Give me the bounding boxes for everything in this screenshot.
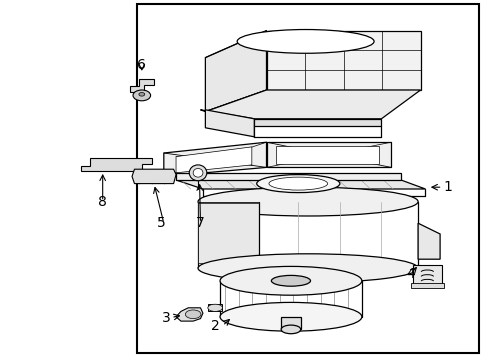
Polygon shape: [129, 79, 154, 92]
Ellipse shape: [281, 325, 300, 334]
Bar: [410, 283, 443, 288]
Ellipse shape: [198, 187, 417, 216]
Polygon shape: [163, 142, 266, 176]
Polygon shape: [132, 169, 176, 184]
Ellipse shape: [198, 254, 417, 283]
Polygon shape: [266, 31, 420, 90]
Ellipse shape: [189, 165, 206, 181]
Ellipse shape: [220, 266, 361, 295]
Polygon shape: [281, 317, 300, 329]
Polygon shape: [81, 158, 151, 171]
Polygon shape: [176, 147, 251, 173]
Polygon shape: [176, 173, 400, 180]
Polygon shape: [198, 202, 259, 203]
Ellipse shape: [220, 302, 361, 331]
Polygon shape: [276, 146, 378, 164]
Bar: [412, 265, 441, 284]
Polygon shape: [207, 304, 222, 311]
Polygon shape: [200, 90, 420, 119]
Bar: [137, 4, 478, 353]
Text: 4: 4: [406, 267, 414, 280]
Polygon shape: [205, 110, 254, 137]
Text: 3: 3: [162, 311, 170, 324]
Polygon shape: [266, 142, 390, 167]
Ellipse shape: [133, 90, 150, 101]
Polygon shape: [176, 308, 203, 321]
Polygon shape: [198, 202, 259, 263]
Ellipse shape: [256, 175, 339, 193]
Ellipse shape: [193, 168, 203, 177]
Ellipse shape: [185, 310, 201, 319]
Text: 8: 8: [98, 195, 107, 208]
Text: 7: 7: [196, 216, 204, 230]
Polygon shape: [417, 223, 439, 259]
Ellipse shape: [237, 30, 373, 53]
Ellipse shape: [139, 93, 144, 96]
Text: 1: 1: [442, 180, 451, 194]
Text: 5: 5: [157, 216, 165, 230]
Text: 2: 2: [210, 319, 219, 333]
Polygon shape: [205, 31, 266, 112]
Polygon shape: [176, 180, 425, 189]
Ellipse shape: [207, 304, 222, 311]
Ellipse shape: [268, 177, 327, 190]
Text: 6: 6: [137, 58, 146, 72]
Ellipse shape: [271, 275, 310, 286]
Polygon shape: [254, 119, 381, 126]
